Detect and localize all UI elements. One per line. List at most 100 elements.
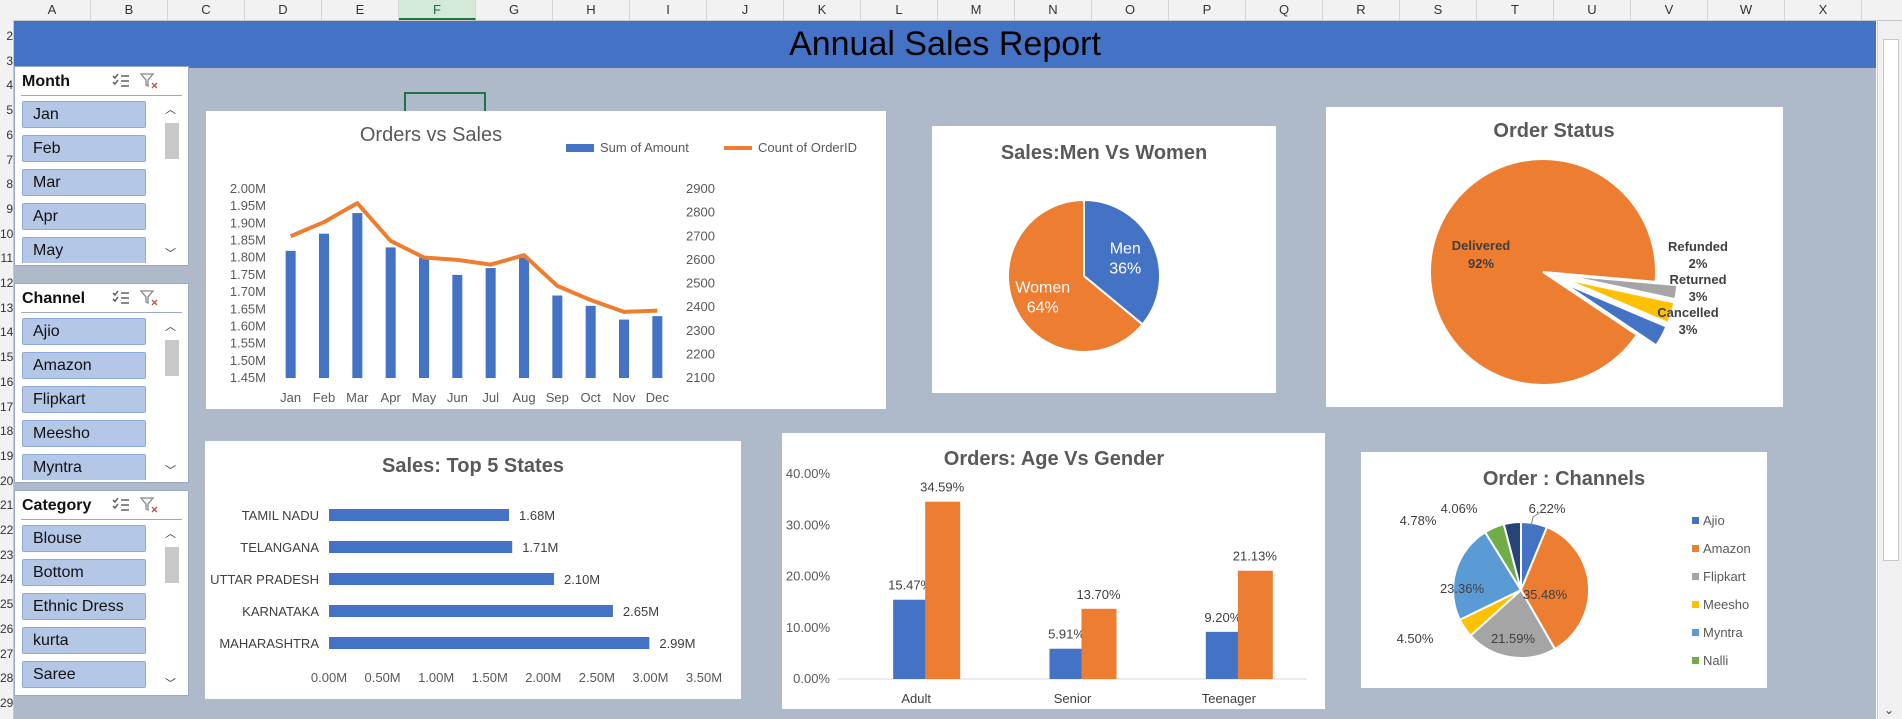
column-header[interactable]: C xyxy=(168,0,245,20)
column-header[interactable]: D xyxy=(245,0,322,20)
chart-title: Order Status xyxy=(1493,120,1614,142)
column-header[interactable]: O xyxy=(1092,0,1169,20)
slicer-item[interactable]: Amazon xyxy=(22,352,146,379)
chart-top-states[interactable]: Sales: Top 5 States 0.00M 0.50M 1.00M 1.50M 2… xyxy=(205,441,741,699)
scroll-down-arrow-icon[interactable]: ⌄ xyxy=(1884,703,1895,717)
row-header[interactable]: 3 xyxy=(6,53,13,68)
slicer-scroll-thumb[interactable] xyxy=(165,547,179,583)
column-header[interactable]: E xyxy=(322,0,399,20)
slicer-item[interactable]: Ethnic Dress xyxy=(22,593,146,620)
slicer-item[interactable]: Jan xyxy=(22,101,146,128)
column-header[interactable]: A xyxy=(14,0,91,20)
multi-select-icon[interactable] xyxy=(111,289,131,307)
column-header[interactable]: T xyxy=(1477,0,1554,20)
slicer-item[interactable]: Flipkart xyxy=(22,386,146,413)
row-header[interactable]: 15 xyxy=(0,350,13,365)
slicer-scrollbar[interactable]: ︿ ﹀ xyxy=(162,101,180,261)
multi-select-icon[interactable] xyxy=(111,72,131,90)
column-header[interactable]: H xyxy=(553,0,630,20)
men-vs-women-svg: Sales:Men Vs Women Men 36% Women 64% xyxy=(1001,142,1207,353)
column-header[interactable]: V xyxy=(1631,0,1708,20)
row-header[interactable]: 22 xyxy=(0,523,13,537)
chart-age-vs-gender[interactable]: Orders: Age Vs Gender 0.00% 10.00% 20.00% 30… xyxy=(782,433,1325,709)
chart-order-channels[interactable]: Order : Channels 6.22% 35.48% 21.59% 4.50% 23… xyxy=(1361,452,1767,688)
row-header[interactable]: 4 xyxy=(6,78,13,93)
legend-label: Meesho xyxy=(1703,597,1749,612)
row-header[interactable]: 9 xyxy=(6,201,13,216)
slicer-item[interactable]: Feb xyxy=(22,135,146,162)
row-header[interactable]: 19 xyxy=(0,448,13,463)
column-header[interactable]: I xyxy=(630,0,707,20)
chart-men-vs-women[interactable]: Sales:Men Vs Women Men 36% Women 64% xyxy=(932,126,1276,393)
row-header[interactable]: 18 xyxy=(0,424,13,439)
column-header[interactable]: F xyxy=(399,0,476,20)
row-header[interactable]: 7 xyxy=(6,152,13,167)
chevron-up-icon[interactable]: ︿ xyxy=(165,528,176,540)
column-header[interactable]: M xyxy=(938,0,1015,20)
bar xyxy=(652,316,663,378)
slicer-item[interactable]: Apr xyxy=(22,203,146,230)
scrollbar-thumb[interactable] xyxy=(1883,39,1899,561)
y2-tick-label: 2600 xyxy=(686,252,715,267)
row-header[interactable]: 24 xyxy=(0,572,13,587)
clear-filter-icon[interactable] xyxy=(139,496,159,514)
slicer-scrollbar[interactable]: ︿ ﹀ xyxy=(162,525,180,691)
column-header[interactable]: B xyxy=(91,0,168,20)
chart-order-status[interactable]: Order Status Delivered 92% Refunded 2% Return… xyxy=(1326,107,1783,407)
slicer-item[interactable]: Ajio xyxy=(22,318,146,345)
row-header[interactable]: 23 xyxy=(0,547,13,562)
row-header[interactable]: 17 xyxy=(0,399,13,414)
column-header[interactable]: G xyxy=(476,0,553,20)
slicer-item[interactable]: Meesho xyxy=(22,420,146,447)
row-header[interactable]: 8 xyxy=(6,177,13,192)
chevron-up-icon[interactable]: ︿ xyxy=(165,104,176,116)
slicer-item[interactable]: kurta xyxy=(22,627,146,654)
chevron-up-icon[interactable]: ︿ xyxy=(165,321,176,333)
multi-select-icon[interactable] xyxy=(111,496,131,514)
slicer-scrollbar[interactable]: ︿ ﹀ xyxy=(162,318,180,478)
slicer-item[interactable]: Mar xyxy=(22,169,146,196)
slicer-scroll-thumb[interactable] xyxy=(165,123,179,159)
column-header[interactable]: Q xyxy=(1246,0,1323,20)
row-header[interactable]: 13 xyxy=(0,300,13,315)
row-header[interactable]: 6 xyxy=(6,127,13,142)
slicer-scroll-thumb[interactable] xyxy=(165,340,179,376)
slicer-item[interactable]: Myntra xyxy=(22,454,146,480)
column-header[interactable]: X xyxy=(1785,0,1862,20)
column-header[interactable]: J xyxy=(707,0,784,20)
row-header[interactable]: 29 xyxy=(0,695,13,710)
row-header[interactable]: 14 xyxy=(0,325,13,340)
row-header[interactable]: 21 xyxy=(0,498,13,513)
row-header[interactable]: 10 xyxy=(0,226,13,241)
slicer-item[interactable]: Saree xyxy=(22,661,146,688)
column-header[interactable]: K xyxy=(784,0,861,20)
bar xyxy=(1081,608,1117,679)
column-header[interactable]: U xyxy=(1554,0,1631,20)
clear-filter-icon[interactable] xyxy=(139,72,159,90)
row-header[interactable]: 20 xyxy=(0,473,13,488)
row-header[interactable]: 5 xyxy=(6,103,13,118)
chevron-down-icon[interactable]: ﹀ xyxy=(165,465,176,477)
slicer-item[interactable]: May xyxy=(22,237,146,263)
column-header[interactable]: N xyxy=(1015,0,1092,20)
chevron-down-icon[interactable]: ﹀ xyxy=(165,248,176,260)
column-header[interactable]: R xyxy=(1323,0,1400,20)
row-header[interactable]: 2 xyxy=(6,29,13,43)
column-header[interactable]: L xyxy=(861,0,938,20)
vertical-scrollbar[interactable]: ⌄ xyxy=(1877,21,1902,719)
clear-filter-icon[interactable] xyxy=(139,289,159,307)
row-header[interactable]: 27 xyxy=(0,646,13,661)
row-header[interactable]: 28 xyxy=(0,671,13,686)
row-header[interactable]: 12 xyxy=(0,276,13,290)
row-header[interactable]: 11 xyxy=(0,251,13,266)
row-header[interactable]: 25 xyxy=(0,597,13,612)
slicer-item[interactable]: Blouse xyxy=(22,525,146,552)
row-header[interactable]: 26 xyxy=(0,621,13,636)
column-header[interactable]: W xyxy=(1708,0,1785,20)
column-header[interactable]: S xyxy=(1400,0,1477,20)
slicer-item[interactable]: Bottom xyxy=(22,559,146,586)
chart-orders-vs-sales[interactable]: Orders vs Sales Sum of Amount Count of Ord… xyxy=(206,111,886,409)
row-header[interactable]: 16 xyxy=(0,374,13,389)
column-header[interactable]: P xyxy=(1169,0,1246,20)
chevron-down-icon[interactable]: ﹀ xyxy=(165,678,176,690)
